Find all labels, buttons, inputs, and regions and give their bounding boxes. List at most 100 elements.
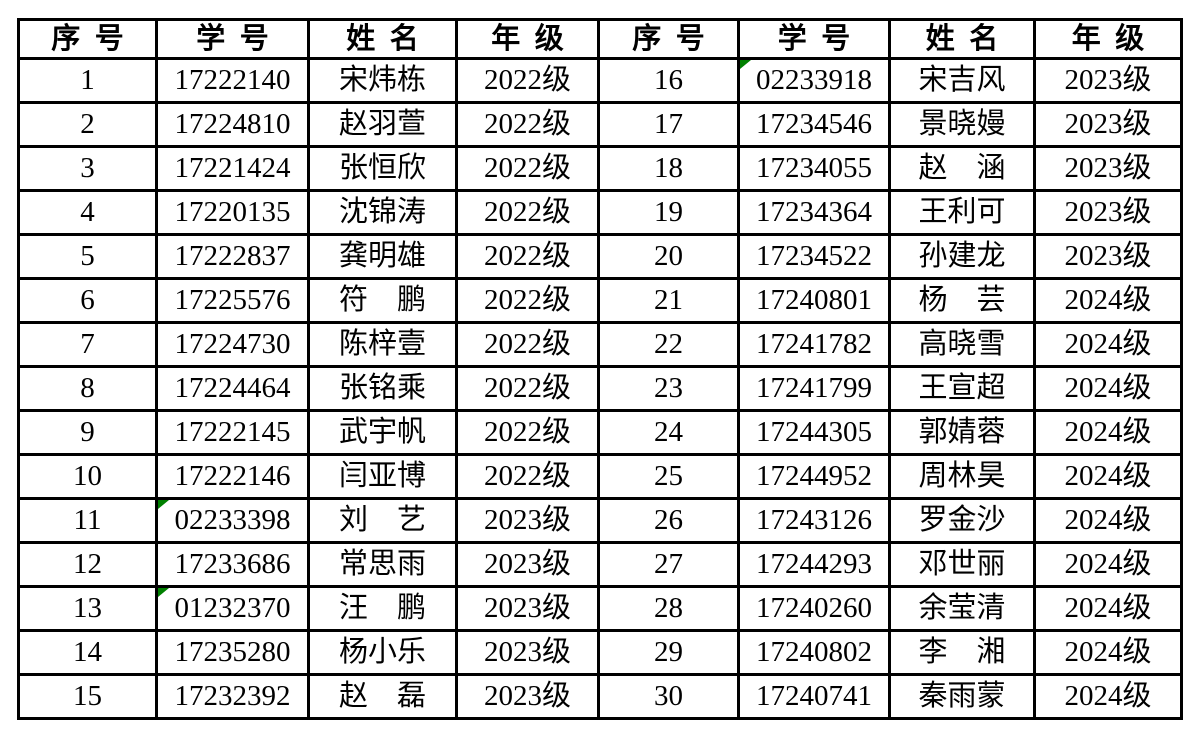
index-cell[interactable]: 27 xyxy=(597,541,740,588)
name-cell[interactable]: 符 鹏 xyxy=(307,277,458,324)
grade-cell[interactable]: 2024级 xyxy=(1033,321,1183,368)
name-cell[interactable]: 王宣超 xyxy=(888,365,1036,412)
student-id-cell[interactable]: 17222145 xyxy=(155,409,310,456)
name-cell[interactable]: 宋吉风 xyxy=(888,57,1036,104)
name-cell[interactable]: 余莹清 xyxy=(888,585,1036,632)
grade-cell[interactable]: 2022级 xyxy=(455,321,600,368)
index-cell[interactable]: 12 xyxy=(17,541,158,588)
index-cell[interactable]: 18 xyxy=(597,145,740,192)
student-id-cell[interactable]: 17241782 xyxy=(737,321,891,368)
grade-cell[interactable]: 2023级 xyxy=(1033,57,1183,104)
header-grade-left[interactable]: 年级 xyxy=(455,18,600,60)
student-id-cell[interactable]: 17220135 xyxy=(155,189,310,236)
grade-cell[interactable]: 2022级 xyxy=(455,365,600,412)
name-cell[interactable]: 汪 鹏 xyxy=(307,585,458,632)
student-id-cell[interactable]: 02233918 xyxy=(737,57,891,104)
grade-cell[interactable]: 2023级 xyxy=(1033,189,1183,236)
grade-cell[interactable]: 2024级 xyxy=(1033,585,1183,632)
name-cell[interactable]: 景晓嫚 xyxy=(888,101,1036,148)
index-cell[interactable]: 19 xyxy=(597,189,740,236)
grade-cell[interactable]: 2022级 xyxy=(455,101,600,148)
grade-cell[interactable]: 2023级 xyxy=(455,673,600,720)
grade-cell[interactable]: 2024级 xyxy=(1033,453,1183,500)
index-cell[interactable]: 1 xyxy=(17,57,158,104)
student-id-cell[interactable]: 17225576 xyxy=(155,277,310,324)
header-index-right[interactable]: 序号 xyxy=(597,18,740,60)
grade-cell[interactable]: 2022级 xyxy=(455,453,600,500)
grade-cell[interactable]: 2023级 xyxy=(1033,145,1183,192)
index-cell[interactable]: 14 xyxy=(17,629,158,676)
header-grade-right[interactable]: 年级 xyxy=(1033,18,1183,60)
index-cell[interactable]: 9 xyxy=(17,409,158,456)
grade-cell[interactable]: 2024级 xyxy=(1033,365,1183,412)
index-cell[interactable]: 26 xyxy=(597,497,740,544)
student-id-cell[interactable]: 17240802 xyxy=(737,629,891,676)
student-id-cell[interactable]: 17222140 xyxy=(155,57,310,104)
name-cell[interactable]: 周林昊 xyxy=(888,453,1036,500)
name-cell[interactable]: 张铭乘 xyxy=(307,365,458,412)
name-cell[interactable]: 赵 磊 xyxy=(307,673,458,720)
index-cell[interactable]: 25 xyxy=(597,453,740,500)
grade-cell[interactable]: 2024级 xyxy=(1033,277,1183,324)
grade-cell[interactable]: 2023级 xyxy=(455,541,600,588)
student-id-cell[interactable]: 17241799 xyxy=(737,365,891,412)
index-cell[interactable]: 30 xyxy=(597,673,740,720)
grade-cell[interactable]: 2024级 xyxy=(1033,673,1183,720)
student-id-cell[interactable]: 02233398 xyxy=(155,497,310,544)
name-cell[interactable]: 王利可 xyxy=(888,189,1036,236)
index-cell[interactable]: 7 xyxy=(17,321,158,368)
index-cell[interactable]: 2 xyxy=(17,101,158,148)
index-cell[interactable]: 10 xyxy=(17,453,158,500)
name-cell[interactable]: 常思雨 xyxy=(307,541,458,588)
student-id-cell[interactable]: 17244305 xyxy=(737,409,891,456)
index-cell[interactable]: 17 xyxy=(597,101,740,148)
student-id-cell[interactable]: 17235280 xyxy=(155,629,310,676)
index-cell[interactable]: 15 xyxy=(17,673,158,720)
index-cell[interactable]: 8 xyxy=(17,365,158,412)
student-id-cell[interactable]: 17240260 xyxy=(737,585,891,632)
name-cell[interactable]: 闫亚博 xyxy=(307,453,458,500)
header-student-id-left[interactable]: 学号 xyxy=(155,18,310,60)
student-id-cell[interactable]: 17234546 xyxy=(737,101,891,148)
student-id-cell[interactable]: 17232392 xyxy=(155,673,310,720)
name-cell[interactable]: 郭婧蓉 xyxy=(888,409,1036,456)
name-cell[interactable]: 刘 艺 xyxy=(307,497,458,544)
index-cell[interactable]: 4 xyxy=(17,189,158,236)
name-cell[interactable]: 沈锦涛 xyxy=(307,189,458,236)
name-cell[interactable]: 高晓雪 xyxy=(888,321,1036,368)
name-cell[interactable]: 武宇帆 xyxy=(307,409,458,456)
grade-cell[interactable]: 2022级 xyxy=(455,233,600,280)
name-cell[interactable]: 邓世丽 xyxy=(888,541,1036,588)
grade-cell[interactable]: 2023级 xyxy=(1033,233,1183,280)
student-id-cell[interactable]: 17224810 xyxy=(155,101,310,148)
header-name-right[interactable]: 姓名 xyxy=(888,18,1036,60)
grade-cell[interactable]: 2022级 xyxy=(455,409,600,456)
grade-cell[interactable]: 2022级 xyxy=(455,57,600,104)
student-id-cell[interactable]: 17240801 xyxy=(737,277,891,324)
index-cell[interactable]: 11 xyxy=(17,497,158,544)
index-cell[interactable]: 22 xyxy=(597,321,740,368)
index-cell[interactable]: 6 xyxy=(17,277,158,324)
index-cell[interactable]: 13 xyxy=(17,585,158,632)
grade-cell[interactable]: 2024级 xyxy=(1033,497,1183,544)
header-name-left[interactable]: 姓名 xyxy=(307,18,458,60)
student-id-cell[interactable]: 01232370 xyxy=(155,585,310,632)
name-cell[interactable]: 孙建龙 xyxy=(888,233,1036,280)
header-index-left[interactable]: 序号 xyxy=(17,18,158,60)
student-id-cell[interactable]: 17222146 xyxy=(155,453,310,500)
index-cell[interactable]: 20 xyxy=(597,233,740,280)
grade-cell[interactable]: 2023级 xyxy=(1033,101,1183,148)
index-cell[interactable]: 16 xyxy=(597,57,740,104)
grade-cell[interactable]: 2022级 xyxy=(455,189,600,236)
student-id-cell[interactable]: 17240741 xyxy=(737,673,891,720)
grade-cell[interactable]: 2023级 xyxy=(455,585,600,632)
student-id-cell[interactable]: 17233686 xyxy=(155,541,310,588)
name-cell[interactable]: 秦雨蒙 xyxy=(888,673,1036,720)
student-id-cell[interactable]: 17234364 xyxy=(737,189,891,236)
index-cell[interactable]: 5 xyxy=(17,233,158,280)
name-cell[interactable]: 宋炜栋 xyxy=(307,57,458,104)
student-id-cell[interactable]: 17224730 xyxy=(155,321,310,368)
name-cell[interactable]: 杨小乐 xyxy=(307,629,458,676)
name-cell[interactable]: 陈梓壹 xyxy=(307,321,458,368)
student-id-cell[interactable]: 17234522 xyxy=(737,233,891,280)
